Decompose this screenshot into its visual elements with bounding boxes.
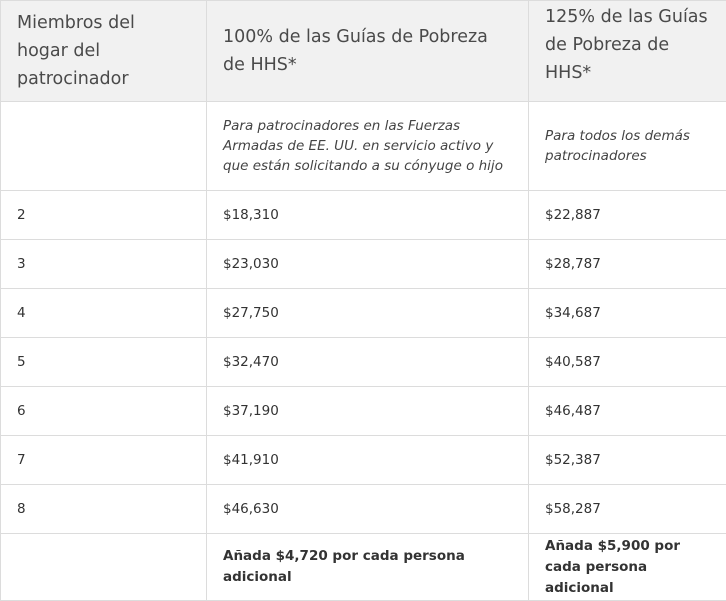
header-100-percent-guidelines: 100% de las Guías de Pobreza de HHS* — [207, 1, 529, 102]
guideline-100-cell: $27,750 — [207, 289, 529, 338]
footer-additional-person-100: Añada $4,720 por cada persona adicional — [207, 534, 529, 601]
table-subheader-row: Para patrocinadores en las Fuerzas Armad… — [1, 102, 726, 191]
household-size-cell: 3 — [1, 240, 207, 289]
table-header-row: Miembros del hogar del patrocinador 100%… — [1, 1, 726, 102]
footer-additional-person-125: Añada $5,900 por cada persona adicional — [529, 534, 726, 601]
household-size-cell: 7 — [1, 436, 207, 485]
table-row: 3 $23,030 $28,787 — [1, 240, 726, 289]
guideline-100-cell: $18,310 — [207, 191, 529, 240]
table-row: 2 $18,310 $22,887 — [1, 191, 726, 240]
header-household-members: Miembros del hogar del patrocinador — [1, 1, 207, 102]
guideline-125-cell: $34,687 — [529, 289, 726, 338]
table-row: 6 $37,190 $46,487 — [1, 387, 726, 436]
household-size-cell: 2 — [1, 191, 207, 240]
subheader-empty — [1, 102, 207, 191]
subheader-military-sponsors: Para patrocinadores en las Fuerzas Armad… — [207, 102, 529, 191]
table-footer-row: Añada $4,720 por cada persona adicional … — [1, 534, 726, 601]
household-size-cell: 8 — [1, 485, 207, 534]
household-size-cell: 6 — [1, 387, 207, 436]
household-size-cell: 5 — [1, 338, 207, 387]
guideline-100-cell: $46,630 — [207, 485, 529, 534]
subheader-other-sponsors: Para todos los demás patrocinadores — [529, 102, 726, 191]
table-row: 5 $32,470 $40,587 — [1, 338, 726, 387]
guideline-125-cell: $22,887 — [529, 191, 726, 240]
guideline-100-cell: $23,030 — [207, 240, 529, 289]
table-row: 4 $27,750 $34,687 — [1, 289, 726, 338]
guideline-125-cell: $58,287 — [529, 485, 726, 534]
guideline-100-cell: $32,470 — [207, 338, 529, 387]
guideline-125-cell: $28,787 — [529, 240, 726, 289]
guideline-100-cell: $41,910 — [207, 436, 529, 485]
table-row: 8 $46,630 $58,287 — [1, 485, 726, 534]
guideline-100-cell: $37,190 — [207, 387, 529, 436]
footer-empty — [1, 534, 207, 601]
guideline-125-cell: $52,387 — [529, 436, 726, 485]
header-125-percent-guidelines: 125% de las Guías de Pobreza de HHS* — [529, 1, 726, 102]
household-size-cell: 4 — [1, 289, 207, 338]
guideline-125-cell: $46,487 — [529, 387, 726, 436]
table-row: 7 $41,910 $52,387 — [1, 436, 726, 485]
guideline-125-cell: $40,587 — [529, 338, 726, 387]
